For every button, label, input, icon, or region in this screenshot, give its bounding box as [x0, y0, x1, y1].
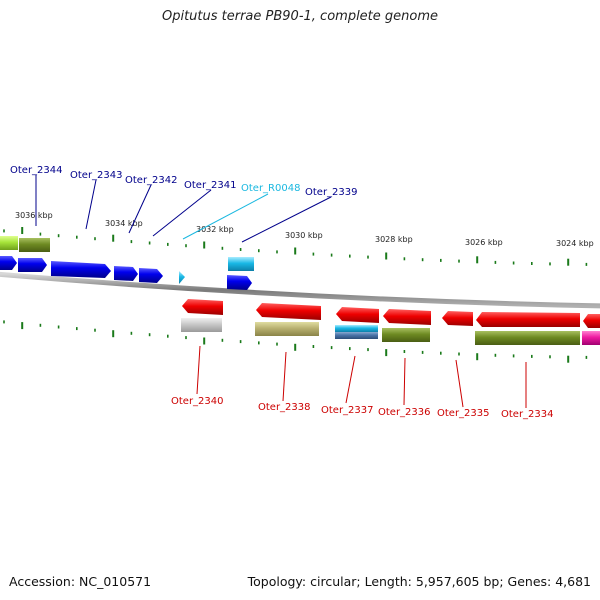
rna-arrow-forward[interactable] [179, 271, 185, 284]
feature-cog-olive[interactable] [19, 238, 50, 252]
callout-line [282, 351, 287, 402]
top-callouts [35, 175, 332, 243]
callout-line [403, 357, 406, 406]
tick-label: 3030 kbp [285, 231, 323, 240]
feature-cog-magenta[interactable] [582, 331, 600, 345]
tick-label: 3028 kbp [375, 235, 413, 244]
gene-label[interactable]: Oter_2343 [70, 170, 123, 181]
feature-cog-gray[interactable] [181, 318, 222, 332]
tick-label: 3026 kbp [465, 238, 503, 247]
gene-label[interactable]: Oter_2334 [501, 409, 554, 420]
gene-label[interactable]: Oter_2342 [125, 175, 178, 186]
tick-ruler-bottom [3, 320, 588, 363]
gene-arrow-forward[interactable] [18, 258, 47, 272]
gene-arrow-forward[interactable] [0, 256, 17, 270]
gene-arrow-forward[interactable] [114, 266, 138, 281]
gene-label[interactable]: Oter_2337 [321, 405, 374, 416]
callout-line [85, 179, 97, 230]
tick-ruler-top [3, 227, 588, 266]
genome-summary-text: Topology: circular; Length: 5,957,605 bp… [247, 574, 591, 589]
callout-line [345, 355, 356, 404]
top-gene-labels: Oter_2344 Oter_2343 Oter_2342 Oter_2341 … [10, 165, 358, 198]
gene-label[interactable]: Oter_2340 [171, 396, 224, 407]
genome-backbone [0, 271, 600, 309]
feature-cog-cyan[interactable] [335, 325, 378, 332]
gene-label[interactable]: Oter_2339 [305, 187, 358, 198]
gene-label[interactable]: Oter_2338 [258, 402, 311, 413]
gene-arrow-forward[interactable] [139, 268, 163, 283]
gene-arrow-reverse[interactable] [336, 307, 379, 323]
feature-cog-khaki[interactable] [255, 322, 319, 336]
gene-arrow-reverse[interactable] [476, 312, 580, 327]
callout-line [152, 189, 212, 237]
callout-line [182, 193, 269, 240]
feature-cog-olive[interactable] [475, 331, 580, 345]
tick-label: 3024 kbp [556, 239, 594, 248]
callout-line [455, 359, 464, 408]
tick-labels: 3036 kbp 3034 kbp 3032 kbp 3030 kbp 3028… [15, 211, 594, 248]
cog-track-bottom [181, 318, 600, 345]
gene-label[interactable]: Oter_2344 [10, 165, 63, 176]
gene-arrow-reverse[interactable] [583, 314, 600, 328]
callout-line [196, 345, 201, 395]
callout-line [128, 184, 152, 234]
gene-arrow-forward[interactable] [51, 261, 111, 278]
tick-label: 3036 kbp [15, 211, 53, 220]
gene-arrow-forward[interactable] [227, 275, 252, 290]
map-title: Opitutus terrae PB90-1, complete genome [161, 9, 439, 24]
bottom-callouts [196, 345, 527, 408]
feature-cog-steel[interactable] [335, 332, 378, 339]
forward-strand-genes [0, 256, 254, 290]
gene-arrow-reverse[interactable] [442, 311, 473, 326]
tick-label: 3032 kbp [196, 225, 234, 234]
gene-label[interactable]: Oter_2335 [437, 408, 490, 419]
gene-arrow-reverse[interactable] [256, 303, 321, 320]
callout-line [241, 196, 332, 243]
cog-track-top [0, 236, 50, 252]
gene-label[interactable]: Oter_R0048 [241, 183, 300, 194]
gene-label[interactable]: Oter_2341 [184, 180, 237, 191]
accession-text: Accession: NC_010571 [9, 574, 152, 589]
gene-arrow-reverse[interactable] [383, 309, 431, 325]
feature-cog-cyan[interactable] [228, 257, 254, 271]
reverse-strand-genes [182, 299, 600, 328]
gene-arrow-reverse[interactable] [182, 299, 223, 315]
tick-label: 3034 kbp [105, 219, 143, 228]
feature-cog-lime[interactable] [0, 236, 18, 250]
feature-cog-olive[interactable] [382, 328, 430, 342]
gene-label[interactable]: Oter_2336 [378, 407, 431, 418]
bottom-gene-labels: Oter_2340 Oter_2338 Oter_2337 Oter_2336 … [171, 396, 554, 420]
